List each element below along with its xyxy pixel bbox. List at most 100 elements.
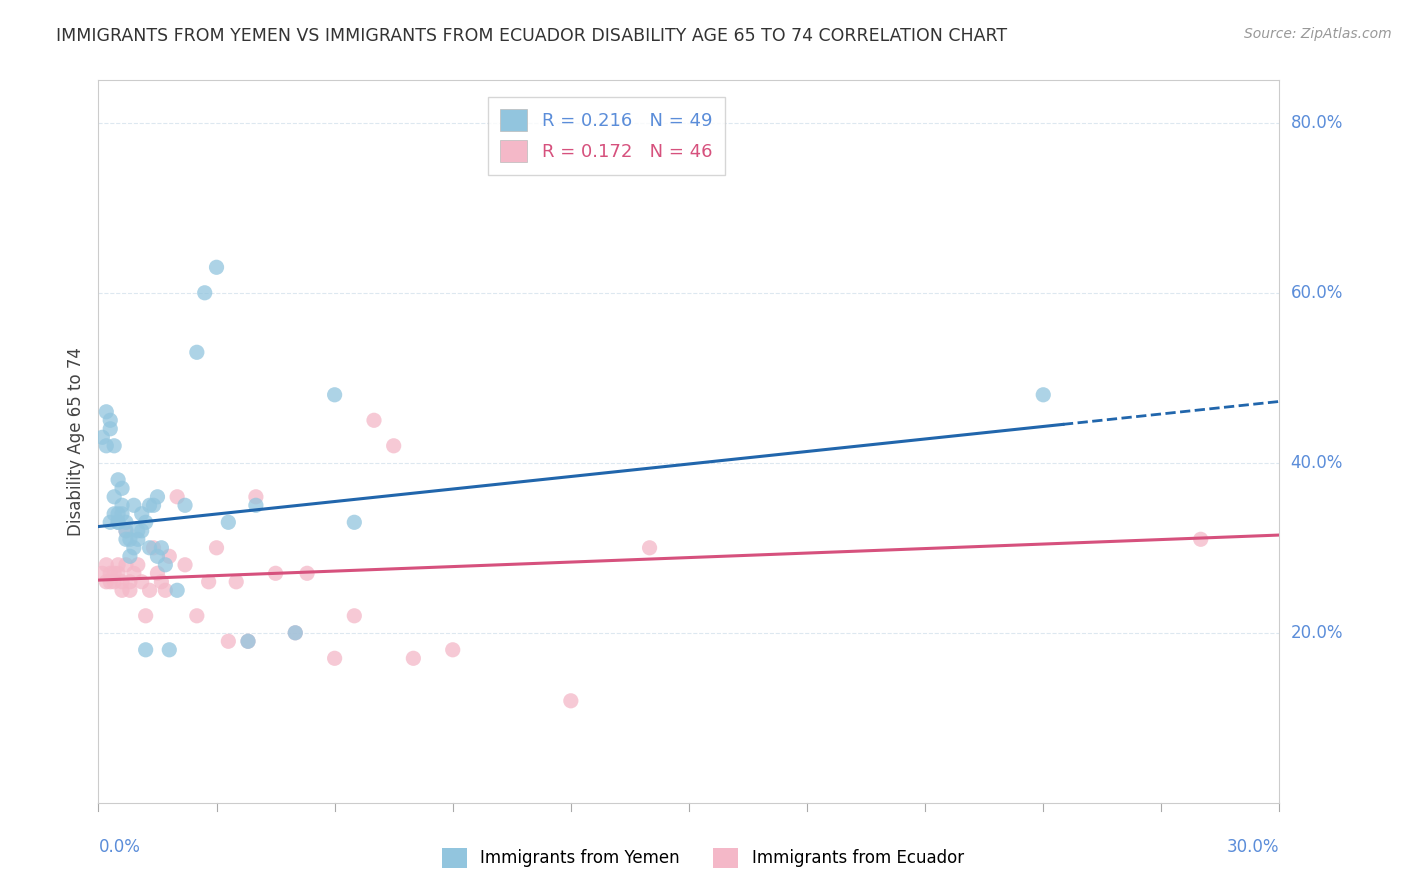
Point [115,524,138,538]
Text: IMMIGRANTS FROM YEMEN VS IMMIGRANTS FROM ECUADOR DISABILITY AGE 65 TO 74 CORRELA: IMMIGRANTS FROM YEMEN VS IMMIGRANTS FROM… [56,27,1007,45]
Point [127,533,149,547]
Point [197,574,219,589]
Point [103,507,125,521]
Point [217,516,239,530]
Point [103,574,125,589]
Point [135,516,157,530]
Point [245,490,267,504]
Text: Source: ZipAtlas.com: Source: ZipAtlas.com [1244,27,1392,41]
Point [1189,533,1212,547]
Point [225,574,247,589]
Point [174,498,197,512]
Point [343,608,366,623]
Point [166,490,188,504]
Text: 20.0%: 20.0% [1291,624,1343,642]
Point [236,634,259,648]
Point [264,566,287,581]
Y-axis label: Disability Age 65 to 74: Disability Age 65 to 74 [66,347,84,536]
Point [135,642,157,657]
Point [343,516,366,530]
Point [118,549,141,564]
Point [103,490,125,504]
Point [402,651,425,665]
Text: 30.0%: 30.0% [1227,838,1279,855]
Point [115,516,138,530]
Point [194,285,217,300]
Point [122,566,145,581]
Point [107,558,129,572]
Point [111,583,134,598]
Point [323,651,346,665]
Point [107,473,129,487]
Point [217,634,239,648]
Point [1032,388,1054,402]
Point [441,642,464,657]
Legend: R = 0.216   N = 49, R = 0.172   N = 46: R = 0.216 N = 49, R = 0.172 N = 46 [488,96,725,175]
Point [103,439,125,453]
Point [138,498,160,512]
Point [118,574,141,589]
Point [91,566,114,581]
Point [138,583,160,598]
Point [155,558,177,572]
Point [205,541,228,555]
Point [118,533,141,547]
Point [146,490,169,504]
Point [107,566,129,581]
Point [155,583,177,598]
Point [96,558,118,572]
Point [236,634,259,648]
Point [138,541,160,555]
Point [111,498,134,512]
Point [107,507,129,521]
Point [127,524,149,538]
Point [131,524,153,538]
Point [131,507,153,521]
Point [127,558,149,572]
Point [115,524,138,538]
Point [98,566,121,581]
Point [142,498,165,512]
Point [186,608,208,623]
Point [363,413,385,427]
Point [146,566,169,581]
Point [150,541,173,555]
Point [115,558,138,572]
Point [96,574,118,589]
Point [96,405,118,419]
Point [111,481,134,495]
Point [166,583,188,598]
Point [135,608,157,623]
Point [150,574,173,589]
Point [284,625,307,640]
Point [131,574,153,589]
Point [142,541,165,555]
Point [560,694,582,708]
Point [91,430,114,444]
Point [111,507,134,521]
Point [186,345,208,359]
Point [174,558,197,572]
Point [205,260,228,275]
Point [284,625,307,640]
Point [118,583,141,598]
Point [122,498,145,512]
Text: 0.0%: 0.0% [98,838,141,855]
Point [323,388,346,402]
Text: 80.0%: 80.0% [1291,114,1343,132]
Point [96,439,118,453]
Legend: Immigrants from Yemen, Immigrants from Ecuador: Immigrants from Yemen, Immigrants from E… [436,841,970,875]
Point [157,642,180,657]
Point [638,541,661,555]
Text: 60.0%: 60.0% [1291,284,1343,301]
Point [157,549,180,564]
Point [98,413,121,427]
Point [98,516,121,530]
Point [295,566,318,581]
Point [107,516,129,530]
Point [98,574,121,589]
Point [146,549,169,564]
Point [245,498,267,512]
Point [107,516,129,530]
Point [98,422,121,436]
